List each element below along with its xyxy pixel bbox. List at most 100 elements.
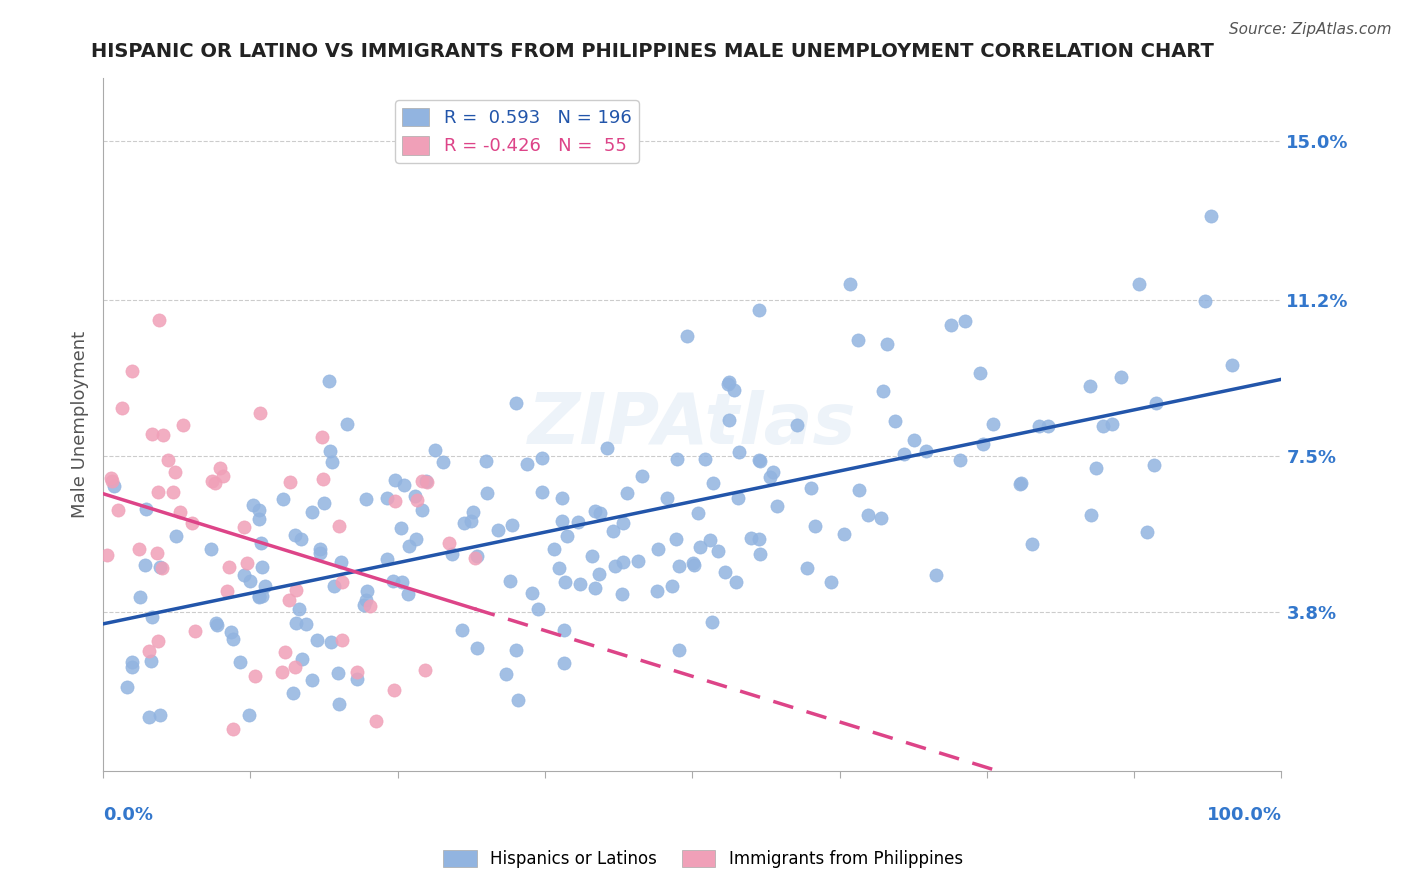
Immigrants from Philippines	[211, 468, 233, 483]
Hispanics or Latinos	[707, 543, 730, 558]
Hispanics or Latinos	[1010, 476, 1032, 491]
Hispanics or Latinos	[229, 655, 252, 669]
Hispanics or Latinos	[115, 681, 138, 695]
Hispanics or Latinos	[460, 514, 482, 528]
Immigrants from Philippines	[128, 542, 150, 557]
Hispanics or Latinos	[595, 441, 617, 455]
Hispanics or Latinos	[247, 503, 270, 517]
Immigrants from Philippines	[162, 484, 184, 499]
Immigrants from Philippines	[138, 644, 160, 658]
Hispanics or Latinos	[717, 377, 740, 392]
Hispanics or Latinos	[321, 455, 343, 469]
Hispanics or Latinos	[1144, 395, 1167, 409]
Hispanics or Latinos	[165, 528, 187, 542]
Hispanics or Latinos	[616, 485, 638, 500]
Hispanics or Latinos	[506, 693, 529, 707]
Hispanics or Latinos	[602, 524, 624, 539]
Hispanics or Latinos	[475, 485, 498, 500]
Hispanics or Latinos	[631, 469, 654, 483]
Hispanics or Latinos	[461, 506, 484, 520]
Hispanics or Latinos	[869, 511, 891, 525]
Hispanics or Latinos	[683, 558, 706, 573]
Hispanics or Latinos	[288, 602, 311, 616]
Hispanics or Latinos	[553, 624, 575, 638]
Immigrants from Philippines	[415, 475, 437, 489]
Immigrants from Philippines	[232, 520, 254, 534]
Hispanics or Latinos	[627, 554, 650, 568]
Hispanics or Latinos	[583, 581, 606, 595]
Hispanics or Latinos	[612, 516, 634, 531]
Immigrants from Philippines	[146, 546, 169, 560]
Immigrants from Philippines	[285, 582, 308, 597]
Hispanics or Latinos	[271, 491, 294, 506]
Hispanics or Latinos	[981, 417, 1004, 432]
Immigrants from Philippines	[201, 474, 224, 488]
Hispanics or Latinos	[668, 559, 690, 574]
Immigrants from Philippines	[100, 470, 122, 484]
Hispanics or Latinos	[200, 542, 222, 557]
Hispanics or Latinos	[969, 366, 991, 380]
Hispanics or Latinos	[589, 506, 612, 520]
Hispanics or Latinos	[354, 593, 377, 607]
Immigrants from Philippines	[218, 560, 240, 574]
Hispanics or Latinos	[121, 659, 143, 673]
Immigrants from Philippines	[366, 714, 388, 729]
Hispanics or Latinos	[612, 555, 634, 569]
Hispanics or Latinos	[238, 707, 260, 722]
Hispanics or Latinos	[328, 665, 350, 680]
Hispanics or Latinos	[728, 445, 751, 459]
Immigrants from Philippines	[406, 492, 429, 507]
Hispanics or Latinos	[328, 697, 350, 711]
Hispanics or Latinos	[329, 555, 352, 569]
Hispanics or Latinos	[1021, 537, 1043, 551]
Immigrants from Philippines	[382, 682, 405, 697]
Hispanics or Latinos	[254, 579, 277, 593]
Hispanics or Latinos	[749, 453, 772, 467]
Text: 0.0%: 0.0%	[103, 806, 153, 824]
Hispanics or Latinos	[1194, 293, 1216, 308]
Immigrants from Philippines	[222, 723, 245, 737]
Hispanics or Latinos	[939, 318, 962, 332]
Hispanics or Latinos	[1085, 461, 1108, 475]
Hispanics or Latinos	[336, 417, 359, 431]
Hispanics or Latinos	[820, 575, 842, 590]
Hispanics or Latinos	[1091, 418, 1114, 433]
Immigrants from Philippines	[150, 561, 173, 575]
Hispanics or Latinos	[612, 587, 634, 601]
Hispanics or Latinos	[219, 625, 242, 640]
Hispanics or Latinos	[149, 708, 172, 723]
Hispanics or Latinos	[647, 541, 669, 556]
Hispanics or Latinos	[346, 672, 368, 686]
Hispanics or Latinos	[702, 615, 724, 630]
Hispanics or Latinos	[676, 328, 699, 343]
Hispanics or Latinos	[551, 514, 574, 528]
Hispanics or Latinos	[252, 589, 274, 603]
Immigrants from Philippines	[332, 574, 354, 589]
Hispanics or Latinos	[848, 483, 870, 497]
Hispanics or Latinos	[893, 447, 915, 461]
Immigrants from Philippines	[152, 428, 174, 442]
Hispanics or Latinos	[205, 618, 228, 632]
Hispanics or Latinos	[398, 540, 420, 554]
Hispanics or Latinos	[588, 567, 610, 582]
Hispanics or Latinos	[695, 452, 717, 467]
Text: HISPANIC OR LATINO VS IMMIGRANTS FROM PHILIPPINES MALE UNEMPLOYMENT CORRELATION : HISPANIC OR LATINO VS IMMIGRANTS FROM PH…	[91, 42, 1215, 61]
Hispanics or Latinos	[135, 502, 157, 516]
Hispanics or Latinos	[884, 414, 907, 428]
Immigrants from Philippines	[111, 401, 134, 416]
Immigrants from Philippines	[464, 550, 486, 565]
Hispanics or Latinos	[748, 452, 770, 467]
Hispanics or Latinos	[657, 491, 679, 505]
Hispanics or Latinos	[148, 560, 170, 574]
Hispanics or Latinos	[453, 516, 475, 531]
Y-axis label: Male Unemployment: Male Unemployment	[72, 331, 89, 518]
Hispanics or Latinos	[1078, 378, 1101, 392]
Hispanics or Latinos	[294, 616, 316, 631]
Hispanics or Latinos	[702, 475, 724, 490]
Hispanics or Latinos	[762, 465, 785, 479]
Hispanics or Latinos	[411, 503, 433, 517]
Hispanics or Latinos	[555, 529, 578, 543]
Hispanics or Latinos	[285, 615, 308, 630]
Immigrants from Philippines	[172, 418, 194, 433]
Hispanics or Latinos	[247, 512, 270, 526]
